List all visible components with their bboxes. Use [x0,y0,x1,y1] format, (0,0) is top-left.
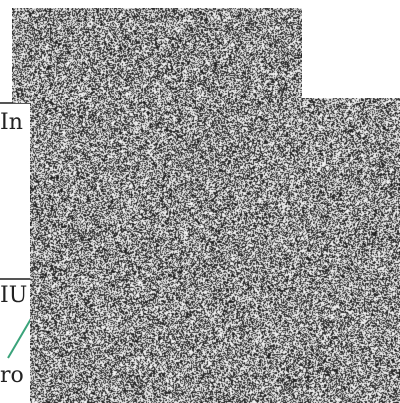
partial-label-top: In [0,112,23,134]
partial-label-bottom: ro [0,365,24,387]
partial-label-middle: IU [0,285,28,307]
noise-panel-top [12,8,302,103]
noise-panel-main [30,98,400,403]
top-separator-line [0,102,36,104]
middle-separator-line [0,278,36,280]
